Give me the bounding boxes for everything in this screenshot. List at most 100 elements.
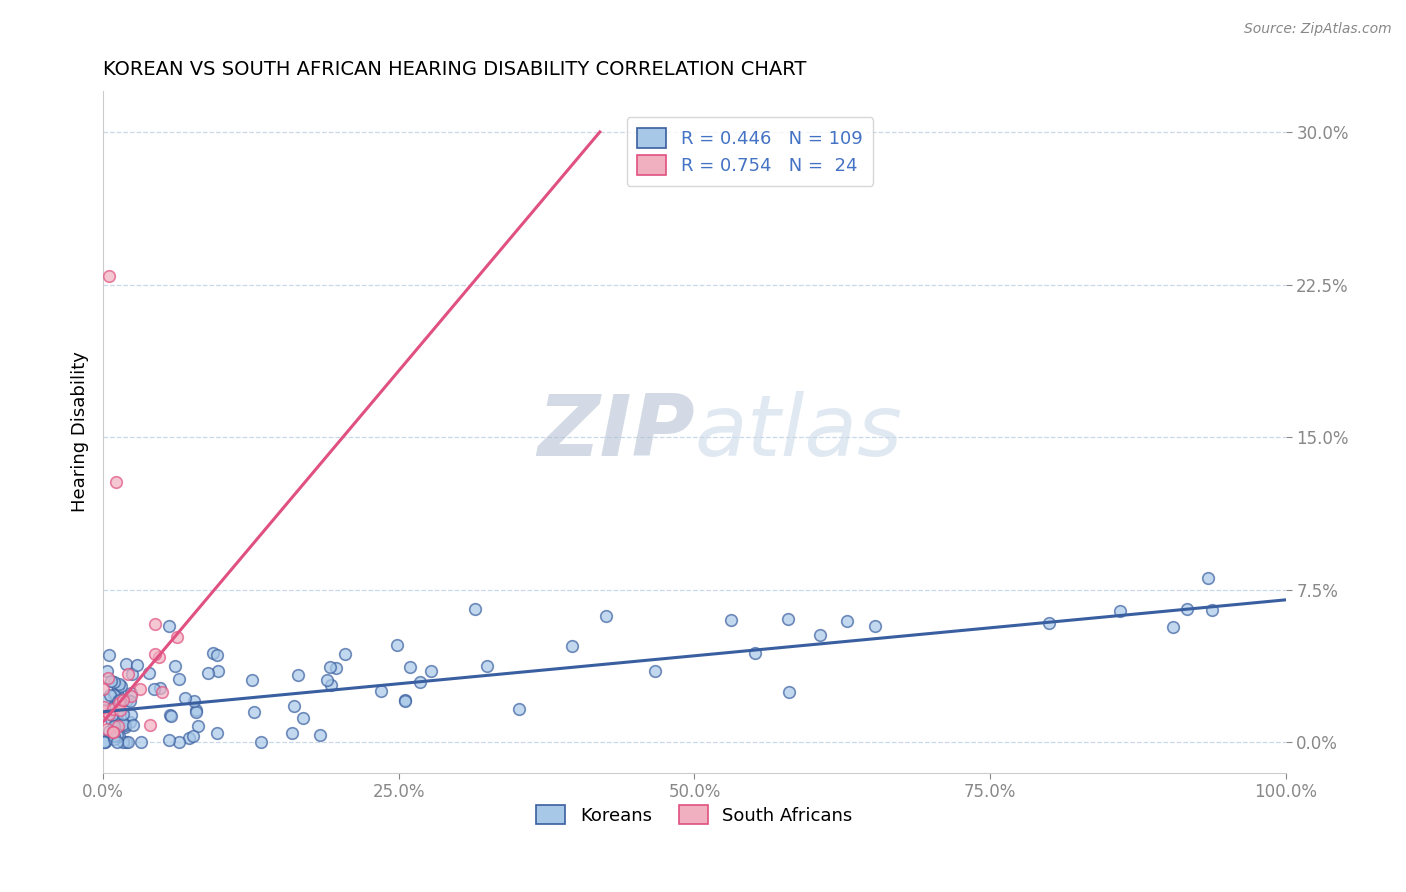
Point (97, 671, 120, 685)
Point (1109, 604, 1132, 618)
Point (835, 614, 858, 628)
Point (94, 704, 117, 718)
Point (1201, 603, 1223, 617)
Point (163, 659, 186, 673)
Legend: Koreans, South Africans: Koreans, South Africans (529, 797, 859, 832)
Point (105, 735, 128, 749)
Point (207, 664, 229, 678)
Point (93, 681, 115, 696)
Point (464, 601, 486, 615)
Point (281, 726, 304, 740)
Point (103, 675, 125, 690)
Point (105, 716, 128, 731)
Point (108, 692, 131, 706)
Point (103, 729, 125, 743)
Point (98, 724, 121, 739)
Text: atlas: atlas (695, 391, 903, 474)
Point (98, 269, 121, 284)
Point (148, 649, 170, 664)
Point (94, 735, 117, 749)
Point (475, 658, 498, 673)
Point (143, 617, 166, 632)
Point (177, 731, 200, 745)
Point (107, 694, 129, 708)
Point (333, 648, 356, 662)
Y-axis label: Hearing Disability: Hearing Disability (72, 351, 89, 512)
Point (120, 707, 142, 722)
Point (283, 698, 305, 713)
Point (120, 686, 142, 700)
Point (644, 664, 666, 678)
Point (409, 675, 432, 690)
Point (167, 735, 190, 749)
Point (115, 735, 138, 749)
Point (1197, 571, 1219, 585)
Point (159, 707, 181, 722)
Point (93, 735, 115, 749)
Point (207, 648, 229, 662)
Point (398, 660, 420, 674)
Point (117, 667, 139, 681)
Point (316, 673, 339, 687)
Point (98, 648, 121, 662)
Point (385, 638, 408, 652)
Point (118, 694, 141, 708)
Point (1161, 620, 1184, 634)
Point (142, 681, 165, 696)
Point (287, 668, 309, 682)
Point (1038, 616, 1060, 631)
Point (105, 707, 128, 722)
Point (242, 673, 264, 687)
Point (370, 684, 392, 698)
Point (94, 691, 117, 706)
Point (167, 672, 190, 686)
Point (120, 689, 142, 703)
Point (720, 614, 742, 628)
Point (107, 681, 129, 696)
Point (184, 705, 207, 719)
Point (98, 688, 121, 702)
Point (107, 714, 129, 729)
Point (143, 647, 166, 661)
Point (108, 703, 131, 717)
Point (420, 665, 443, 679)
Point (108, 690, 131, 705)
Point (121, 667, 143, 681)
Point (96, 723, 118, 737)
Point (129, 682, 152, 697)
Point (111, 706, 134, 721)
Point (108, 729, 131, 743)
Point (103, 688, 125, 702)
Point (101, 725, 124, 739)
Point (115, 657, 138, 671)
Point (242, 705, 264, 719)
Text: KOREAN VS SOUTH AFRICAN HEARING DISABILITY CORRELATION CHART: KOREAN VS SOUTH AFRICAN HEARING DISABILI… (103, 60, 807, 78)
Point (166, 630, 188, 644)
Point (138, 666, 160, 681)
Point (114, 720, 136, 734)
Point (181, 729, 204, 743)
Point (100, 701, 122, 715)
Point (508, 702, 530, 716)
Point (93, 700, 115, 714)
Point (808, 628, 831, 642)
Point (319, 678, 342, 692)
Point (863, 619, 886, 633)
Point (111, 693, 134, 707)
Point (105, 475, 128, 489)
Point (110, 680, 132, 694)
Point (159, 708, 181, 723)
Point (561, 639, 583, 653)
Point (595, 609, 617, 624)
Point (138, 718, 160, 732)
Point (197, 665, 219, 680)
Point (186, 703, 208, 717)
Point (152, 685, 174, 699)
Point (117, 735, 139, 749)
Point (100, 712, 122, 726)
Point (308, 728, 330, 742)
Point (394, 693, 416, 707)
Point (159, 733, 181, 747)
Point (776, 611, 799, 625)
Point (249, 735, 271, 749)
